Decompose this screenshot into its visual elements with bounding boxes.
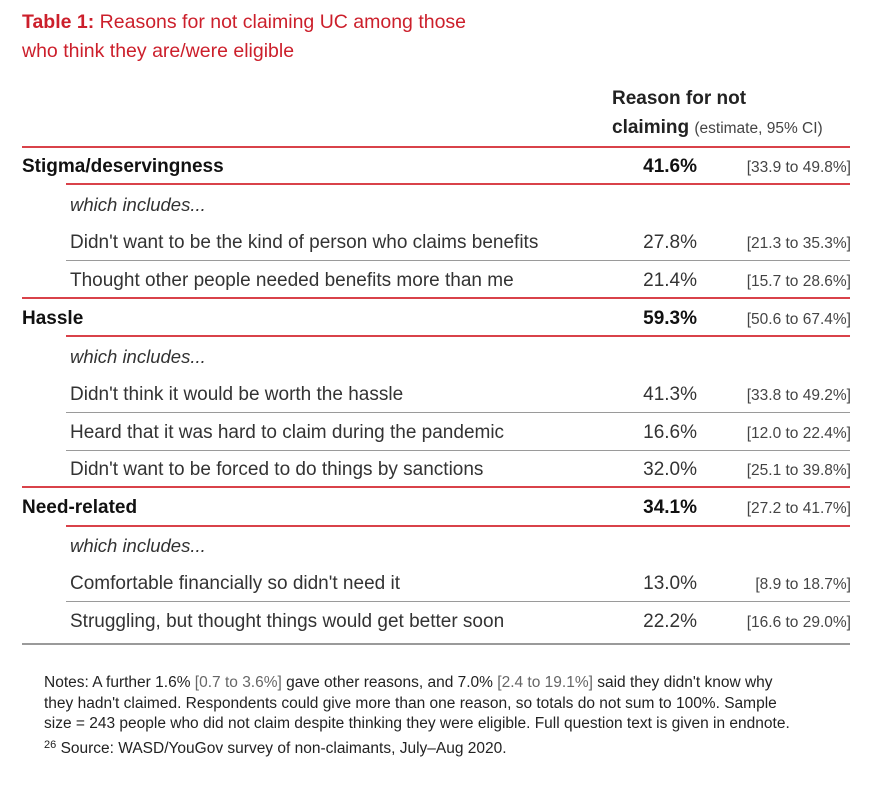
confidence-interval: [25.1 to 39.8%]: [746, 462, 851, 479]
table-row: Didn't want to be forced to do things by…: [0, 455, 885, 485]
section-divider: [22, 486, 850, 488]
reason-label: Comfortable financially so didn't need i…: [70, 573, 400, 594]
table-row-includes: which includes...: [0, 342, 885, 372]
row-divider: [66, 525, 850, 527]
table-row: Struggling, but thought things would get…: [0, 607, 885, 637]
table-number: Table 1:: [22, 11, 95, 33]
estimate-value: 22.2%: [643, 611, 697, 632]
notes-text-3: said they didn't know why they hadn't cl…: [44, 674, 790, 732]
category-label: Stigma/deservingness: [22, 156, 224, 177]
estimate-value: 27.8%: [643, 232, 697, 253]
column-header-bold: claiming: [612, 117, 690, 138]
notes-ci-1: [0.7 to 3.6%]: [194, 674, 282, 691]
title-line-2: who think they are/were eligible: [22, 40, 295, 62]
notes-ci-2: [2.4 to 19.1%]: [497, 674, 593, 691]
estimate-value: 34.1%: [643, 497, 697, 518]
estimate-value: 32.0%: [643, 459, 697, 480]
category-label: Hassle: [22, 308, 84, 329]
row-divider: [66, 450, 850, 451]
row-divider: [66, 260, 850, 261]
table-row: Didn't want to be the kind of person who…: [0, 228, 885, 258]
table-row-category: Stigma/deservingness 41.6% [33.9 to 49.8…: [0, 152, 885, 182]
table-row: Didn't think it would be worth the hassl…: [0, 380, 885, 410]
row-divider: [66, 335, 850, 337]
notes-text-2: gave other reasons, and 7.0%: [286, 674, 493, 691]
includes-label: which includes...: [70, 535, 206, 556]
row-divider: [66, 183, 850, 185]
confidence-interval: [12.0 to 22.4%]: [746, 425, 851, 442]
estimate-value: 59.3%: [643, 308, 697, 329]
category-label: Need-related: [22, 497, 138, 518]
reason-label: Didn't think it would be worth the hassl…: [70, 384, 404, 405]
confidence-interval: [33.9 to 49.8%]: [746, 159, 851, 176]
endnote-reference[interactable]: 26: [44, 738, 57, 751]
header-divider: [22, 146, 850, 148]
confidence-interval: [21.3 to 35.3%]: [746, 235, 851, 252]
confidence-interval: [27.2 to 41.7%]: [746, 500, 851, 517]
row-divider: [66, 601, 850, 602]
notes-source: Source: WASD/YouGov survey of non-claima…: [60, 739, 507, 757]
table-row-category: Need-related 34.1% [27.2 to 41.7%]: [0, 493, 885, 523]
notes-text-1: Notes: A further 1.6%: [44, 674, 191, 691]
estimate-value: 13.0%: [643, 573, 697, 594]
table-row: Thought other people needed benefits mor…: [0, 266, 885, 296]
includes-label: which includes...: [70, 346, 206, 367]
includes-label: which includes...: [70, 194, 206, 215]
table-row: Comfortable financially so didn't need i…: [0, 569, 885, 599]
table-row-includes: which includes...: [0, 190, 885, 220]
estimate-value: 41.3%: [643, 384, 697, 405]
estimate-value: 41.6%: [643, 156, 697, 177]
table-notes: Notes: A further 1.6% [0.7 to 3.6%] gave…: [44, 673, 804, 759]
column-header-subtitle: (estimate, 95% CI): [694, 120, 823, 137]
table-row: Heard that it was hard to claim during t…: [0, 418, 885, 448]
row-divider: [66, 412, 850, 413]
confidence-interval: [50.6 to 67.4%]: [746, 311, 851, 328]
reason-label: Didn't want to be forced to do things by…: [70, 459, 484, 480]
table-bottom-rule: [22, 643, 850, 645]
confidence-interval: [33.8 to 49.2%]: [746, 387, 851, 404]
table-row-includes: which includes...: [0, 531, 885, 561]
estimate-value: 21.4%: [643, 270, 697, 291]
reason-label: Didn't want to be the kind of person who…: [70, 232, 539, 253]
reason-label: Heard that it was hard to claim during t…: [70, 422, 505, 443]
estimate-value: 16.6%: [643, 422, 697, 443]
table-title: Table 1: Reasons for not claiming UC amo…: [22, 8, 582, 66]
confidence-interval: [8.9 to 18.7%]: [755, 576, 851, 593]
table-row-category: Hassle 59.3% [50.6 to 67.4%]: [0, 304, 885, 334]
confidence-interval: [16.6 to 29.0%]: [746, 614, 851, 631]
section-divider: [22, 297, 850, 299]
title-line-1: Reasons for not claiming UC among those: [99, 11, 467, 33]
reason-label: Struggling, but thought things would get…: [70, 611, 505, 632]
reason-label: Thought other people needed benefits mor…: [70, 270, 514, 291]
column-header-line-1: Reason for not: [612, 88, 747, 109]
column-header-line-2: claiming (estimate, 95% CI): [612, 117, 823, 139]
confidence-interval: [15.7 to 28.6%]: [746, 273, 851, 290]
